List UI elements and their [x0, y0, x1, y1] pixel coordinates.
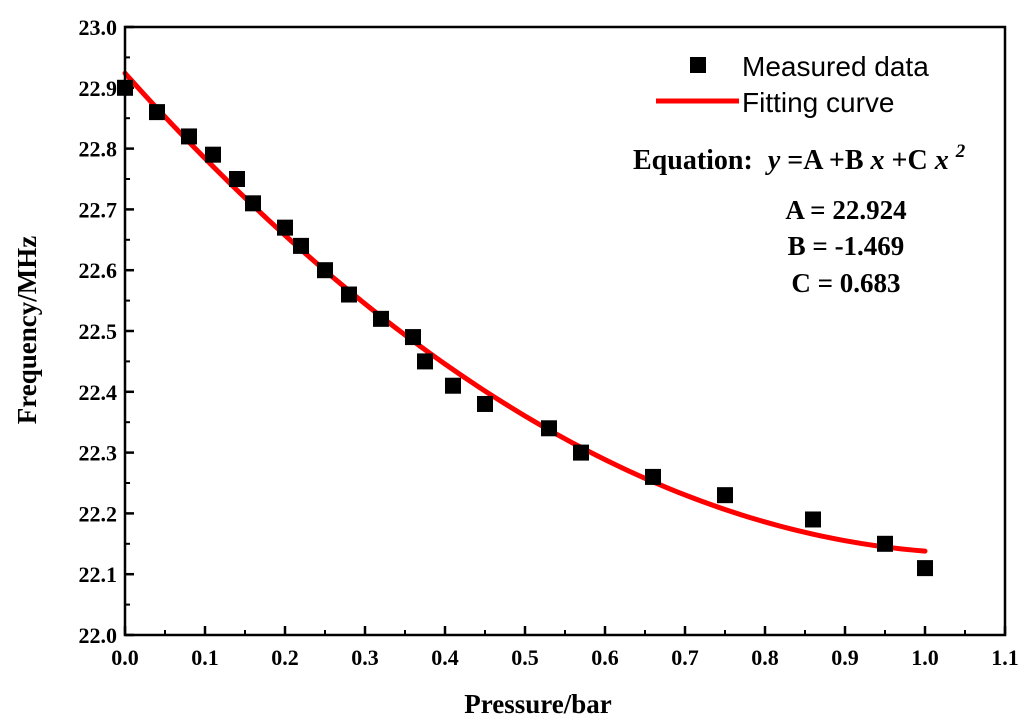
y-tick-label: 22.7	[79, 197, 118, 222]
param-c: C = 0.683	[791, 268, 900, 298]
measured-data-point	[277, 219, 293, 236]
y-tick-label: 22.4	[79, 380, 118, 405]
measured-data-point	[573, 444, 589, 461]
measured-data-points	[117, 79, 933, 577]
equation-var-y: y	[765, 145, 781, 176]
y-tick-label: 22.5	[79, 319, 118, 344]
measured-data-point	[293, 237, 309, 254]
y-tick-label: 22.1	[79, 562, 118, 587]
legend-measured-marker	[690, 57, 706, 73]
measured-data-point	[805, 511, 821, 528]
x-axis-title: Pressure/bar	[464, 689, 612, 719]
equation-annotation: Equation: y =A +B x +C x 2	[633, 141, 966, 176]
legend-measured-label: Measured data	[742, 51, 929, 82]
x-axis-tick-labels: 0.0 0.1 0.2 0.3 0.4 0.5 0.6 0.7 0.8 0.9 1.0 1.1	[111, 645, 1019, 670]
x-tick-label: 0.8	[751, 645, 779, 670]
param-a: A = 22.924	[785, 195, 906, 225]
measured-data-point	[149, 104, 165, 121]
equation-label: Equation:	[633, 145, 753, 176]
y-tick-label: 22.8	[79, 137, 118, 162]
x-tick-label: 1.0	[911, 645, 939, 670]
plot-frame	[123, 25, 1007, 637]
equation-var-x2: x	[934, 145, 949, 176]
measured-data-point	[717, 487, 733, 504]
x-tick-label: 0.1	[191, 645, 219, 670]
measured-data-point	[917, 560, 933, 577]
x-tick-label: 0.7	[671, 645, 699, 670]
y-tick-label: 22.9	[79, 76, 118, 101]
measured-data-point	[341, 286, 357, 303]
measured-data-point	[229, 171, 245, 187]
x-tick-label: 0.9	[831, 645, 859, 670]
measured-data-point	[445, 377, 461, 394]
measured-data-point	[877, 535, 893, 552]
measured-data-point	[373, 310, 389, 327]
measured-data-point	[405, 329, 421, 346]
equation-var-x1: x	[870, 145, 885, 176]
measured-data-point	[317, 262, 333, 279]
x-tick-label: 0.3	[351, 645, 379, 670]
x-tick-label: 0.6	[591, 645, 619, 670]
measured-data-point	[541, 420, 557, 437]
y-tick-label: 22.2	[79, 501, 118, 526]
x-tick-label: 0.5	[511, 645, 539, 670]
y-axis-ticks	[125, 25, 134, 637]
x-axis-ticks	[123, 626, 1007, 635]
measured-data-point	[205, 146, 221, 163]
y-tick-label: 22.3	[79, 441, 118, 466]
equation-part2: +C	[892, 145, 928, 176]
legend-fitting-label: Fitting curve	[742, 87, 895, 118]
y-axis-title: Frequency/MHz	[12, 236, 42, 424]
x-tick-label: 0.2	[271, 645, 299, 670]
y-tick-label: 22.0	[79, 623, 118, 648]
y-tick-label: 23.0	[79, 15, 118, 40]
y-tick-label: 22.6	[79, 258, 118, 283]
measured-data-point	[181, 128, 197, 145]
y-axis-tick-labels: 22.0 22.1 22.2 22.3 22.4 22.5 22.6 22.7 22.8 22.9…	[79, 15, 118, 648]
x-tick-label: 1.1	[991, 645, 1019, 670]
measured-data-point	[645, 468, 661, 485]
measured-data-point	[245, 195, 261, 212]
x-tick-label: 0.4	[431, 645, 459, 670]
equation-part1: =A +B	[787, 145, 863, 176]
measured-data-point	[477, 395, 493, 412]
equation-exponent: 2	[955, 141, 966, 162]
x-tick-label: 0.0	[111, 645, 139, 670]
measured-data-point	[417, 353, 433, 370]
param-b: B = -1.469	[788, 231, 905, 261]
legend: Measured data Fitting curve	[656, 51, 929, 118]
